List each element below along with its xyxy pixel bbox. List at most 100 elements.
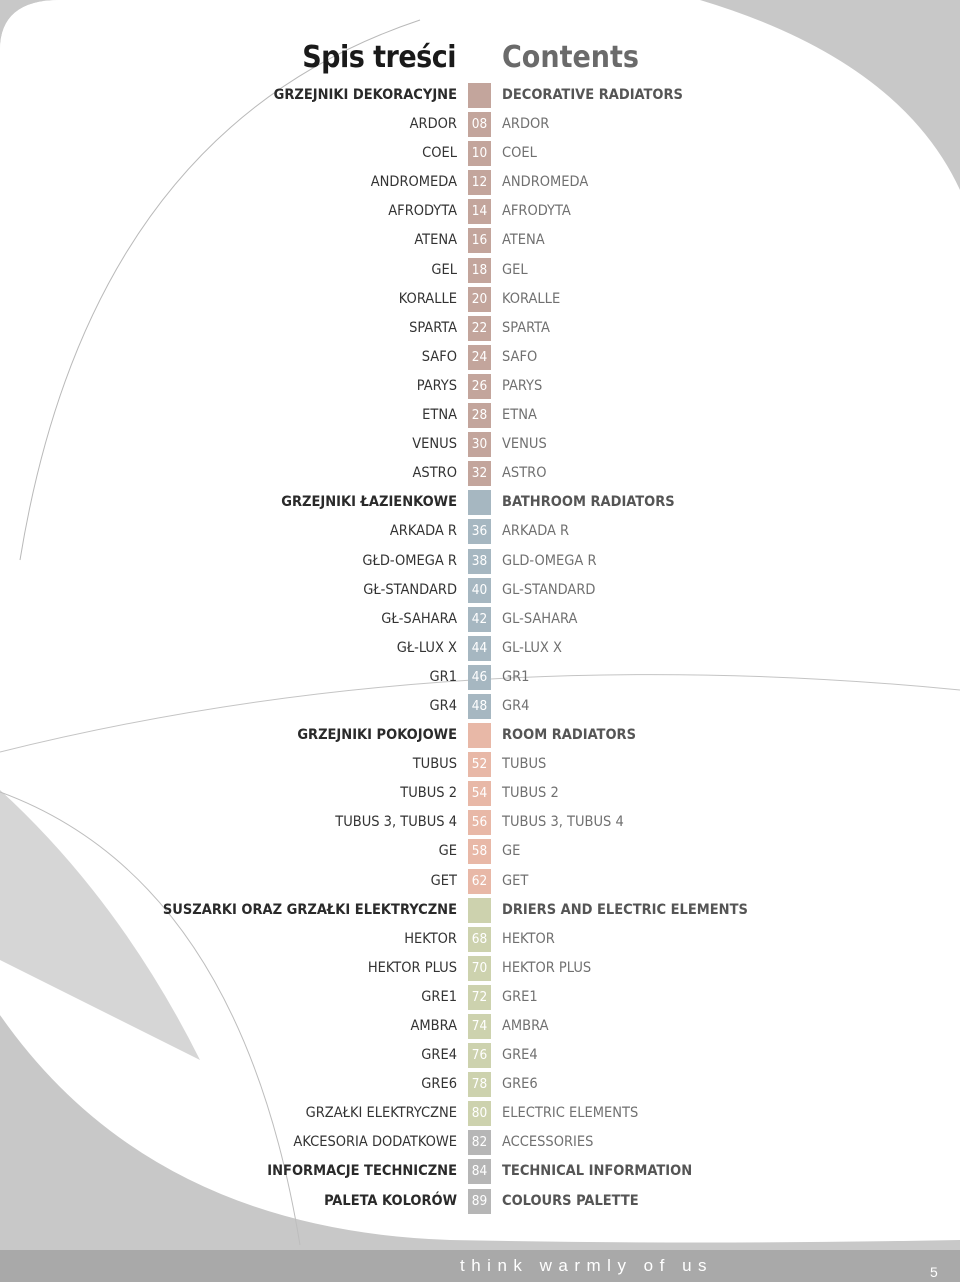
toc-section-heading[interactable]: GRZEJNIKI ŁAZIENKOWE BATHROOM RADIATORS xyxy=(0,488,960,517)
toc-section-heading[interactable]: SUSZARKI ORAZ GRZAŁKI ELEKTRYCZNE DRIERS … xyxy=(0,896,960,925)
left-lobe xyxy=(0,790,200,1060)
toc-label-en: TUBUS 2 xyxy=(502,785,559,802)
toc-entry[interactable]: ANDROMEDA 12 ANDROMEDA xyxy=(0,168,960,197)
toc-label-pl: VENUS xyxy=(412,436,457,453)
toc-page-number: 52 xyxy=(468,752,491,778)
toc-label-pl: AMBRA xyxy=(410,1018,457,1034)
toc-entry[interactable]: TUBUS 52 TUBUS xyxy=(0,750,960,779)
toc-label-pl: GŁD-OMEGA R xyxy=(362,552,457,569)
toc-entry[interactable]: SAFO 24 SAFO xyxy=(0,343,960,372)
toc-section-heading[interactable]: GRZEJNIKI POKOJOWE ROOM RADIATORS xyxy=(0,721,960,750)
toc-entry[interactable]: ARKADA R 36 ARKADA R xyxy=(0,517,960,546)
toc-label-en: KORALLE xyxy=(502,290,561,307)
toc-entry[interactable]: AMBRA 74 AMBRA xyxy=(0,1012,960,1041)
toc-entry[interactable]: PALETA KOLORÓW 89 COLOURS PALETTE xyxy=(0,1187,960,1216)
toc-page-number: 44 xyxy=(468,635,491,661)
toc-label-en: ACCESSORIES xyxy=(502,1134,594,1151)
toc-entry[interactable]: GRZAŁKI ELEKTRYCZNE 80 ELECTRIC ELEMENTS xyxy=(0,1099,960,1128)
toc-entry[interactable]: GEL 18 GEL xyxy=(0,256,960,285)
toc-label-en: ATENA xyxy=(502,232,545,249)
toc-label-pl: ASTRO xyxy=(412,465,458,482)
toc-page-number: 56 xyxy=(468,810,491,836)
toc-label-en: HEKTOR PLUS xyxy=(502,959,592,976)
toc-entry[interactable]: ATENA 16 ATENA xyxy=(0,226,960,255)
toc-entry[interactable]: PARYS 26 PARYS xyxy=(0,372,960,401)
toc-label-pl: GŁ-SAHARA xyxy=(381,610,457,627)
toc-entry[interactable]: COEL 10 COEL xyxy=(0,139,960,168)
toc-label-en: GR4 xyxy=(502,697,530,714)
toc-page-number: 36 xyxy=(468,519,491,545)
toc-page-number xyxy=(468,897,491,923)
toc-page-number: 74 xyxy=(468,1014,491,1039)
toc-page-number: 14 xyxy=(468,199,491,225)
toc-entry[interactable]: ASTRO 32 ASTRO xyxy=(0,459,960,488)
toc-label-en: GL-STANDARD xyxy=(502,581,596,598)
toc-entry[interactable]: INFORMACJE TECHNICZNE 84 TECHNICAL INFORMA… xyxy=(0,1157,960,1186)
toc-entry[interactable]: GŁ-SAHARA 42 GL-SAHARA xyxy=(0,605,960,634)
toc-label-pl: COEL xyxy=(422,145,457,162)
toc-entry[interactable]: HEKTOR 68 HEKTOR xyxy=(0,925,960,954)
toc-label-en: DRIERS AND ELECTRIC ELEMENTS xyxy=(502,901,748,918)
toc-entry[interactable]: GET 62 GET xyxy=(0,867,960,896)
toc-page-number: 70 xyxy=(468,955,491,981)
toc-page-number: 38 xyxy=(468,548,491,574)
toc-entry[interactable]: GŁD-OMEGA R 38 GLD-OMEGA R xyxy=(0,547,960,576)
toc-label-pl: ARDOR xyxy=(409,116,457,133)
toc-label-en: HEKTOR xyxy=(502,930,555,947)
toc-entry[interactable]: ARDOR 08 ARDOR xyxy=(0,110,960,139)
toc-label-en: GL-SAHARA xyxy=(502,610,578,627)
toc-entry[interactable]: GR1 46 GR1 xyxy=(0,663,960,692)
toc-section-heading[interactable]: GRZEJNIKI DEKORACYJNE DECORATIVE RADIATOR… xyxy=(0,81,960,110)
toc-entry[interactable]: SPARTA 22 SPARTA xyxy=(0,314,960,343)
toc-label-pl: GE xyxy=(438,843,457,860)
arc-line-bottom xyxy=(0,674,960,753)
toc-entry[interactable]: TUBUS 2 54 TUBUS 2 xyxy=(0,779,960,808)
toc-entry[interactable]: GŁ-LUX X 44 GL-LUX X xyxy=(0,634,960,663)
toc-label-pl: GET xyxy=(430,872,457,889)
toc-entry[interactable]: TUBUS 3, TUBUS 4 56 TUBUS 3, TUBUS 4 xyxy=(0,808,960,837)
toc-entry[interactable]: AFRODYTA 14 AFRODYTA xyxy=(0,197,960,226)
toc-entry[interactable]: AKCESORIA DODATKOWE 82 ACCESSORIES xyxy=(0,1128,960,1157)
toc-entry[interactable]: GR4 48 GR4 xyxy=(0,692,960,721)
toc-label-pl: GEL xyxy=(431,261,457,278)
toc-page-number xyxy=(468,490,491,516)
toc-label-pl: TUBUS 2 xyxy=(400,785,457,802)
toc-label-en: GET xyxy=(502,872,529,889)
toc-label-en: GRE1 xyxy=(502,988,538,1005)
toc-entry[interactable]: GE 58 GE xyxy=(0,837,960,866)
toc-page-number: 89 xyxy=(468,1188,491,1214)
page-number: 5 xyxy=(930,1264,938,1280)
toc-label-pl: ETNA xyxy=(422,407,457,424)
toc-entry[interactable]: VENUS 30 VENUS xyxy=(0,430,960,459)
toc-label-en: TECHNICAL INFORMATION xyxy=(502,1163,693,1180)
toc-entry[interactable]: GRE6 78 GRE6 xyxy=(0,1070,960,1099)
toc-entry[interactable]: GRE1 72 GRE1 xyxy=(0,983,960,1012)
toc-page-number xyxy=(468,723,491,749)
toc-label-pl: INFORMACJE TECHNICZNE xyxy=(267,1163,457,1180)
toc-entry[interactable]: GRE4 76 GRE4 xyxy=(0,1041,960,1070)
toc-label-en: ETNA xyxy=(502,407,537,424)
toc-entry[interactable]: ETNA 28 ETNA xyxy=(0,401,960,430)
page-title-pl: Spis treści xyxy=(302,40,456,75)
toc-label-pl: GR1 xyxy=(429,668,457,685)
toc-label-en: GLD-OMEGA R xyxy=(502,552,597,569)
toc-label-pl: KORALLE xyxy=(398,290,457,307)
toc-entry[interactable]: GŁ-STANDARD 40 GL-STANDARD xyxy=(0,576,960,605)
left-lobe-edge xyxy=(0,791,301,1246)
toc-page-number: 62 xyxy=(468,868,491,894)
footer-bar xyxy=(0,1250,960,1282)
toc-label-pl: SPARTA xyxy=(409,319,457,336)
toc-label-en: ASTRO xyxy=(502,465,547,482)
toc-entry[interactable]: HEKTOR PLUS 70 HEKTOR PLUS xyxy=(0,954,960,983)
toc-label-en: GRE4 xyxy=(502,1047,538,1064)
toc-page-number: 80 xyxy=(468,1101,491,1127)
toc-label-pl: AFRODYTA xyxy=(388,203,457,220)
toc-label-pl: TUBUS 3, TUBUS 4 xyxy=(335,814,457,831)
toc-label-pl: PALETA KOLORÓW xyxy=(324,1192,457,1209)
toc-entry[interactable]: KORALLE 20 KORALLE xyxy=(0,285,960,314)
toc-page-number: 76 xyxy=(468,1043,491,1069)
toc-label-en: BATHROOM RADIATORS xyxy=(502,494,675,511)
toc-label-en: PARYS xyxy=(502,377,543,394)
toc-page-number: 40 xyxy=(468,577,491,603)
